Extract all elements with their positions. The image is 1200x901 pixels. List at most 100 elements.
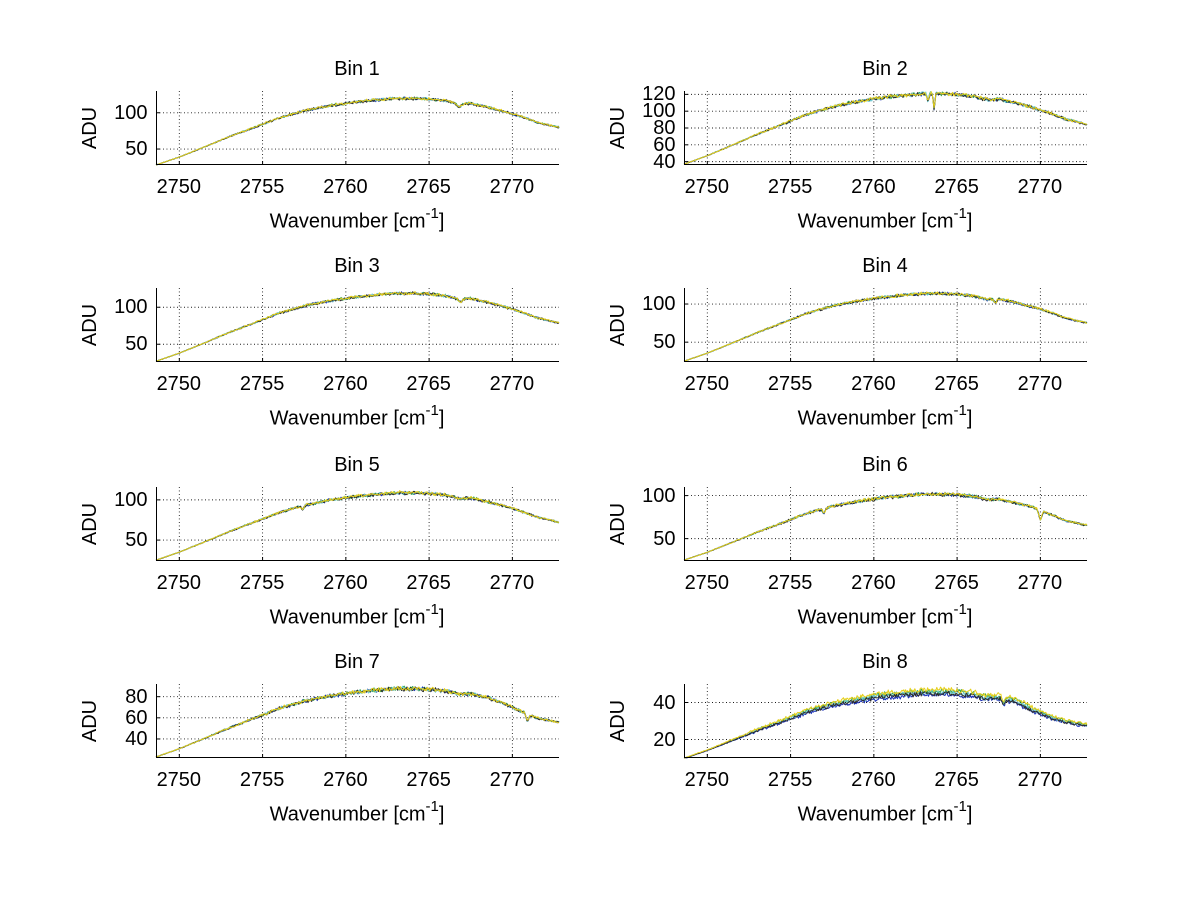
gridlines <box>155 288 559 362</box>
x-axis-label: Wavenumber [cm-1] <box>755 203 1015 235</box>
subplot-title: Bin 4 <box>862 255 908 277</box>
series-yellow-line <box>155 490 559 561</box>
x-axis-label-text: Wavenumber [cm <box>797 210 954 233</box>
y-tick-label: 40 <box>125 727 148 750</box>
series-yellow-line <box>155 96 559 166</box>
x-tick-label: 2760 <box>323 572 368 594</box>
series-blue-line <box>155 96 559 166</box>
series-blue-line <box>155 291 559 362</box>
subplot-title: Bin 3 <box>334 255 380 277</box>
gridlines <box>155 684 559 758</box>
series-lines <box>683 686 1087 759</box>
x-tick-label: 2765 <box>406 572 451 594</box>
x-axis-label-sup: -1 <box>953 601 967 618</box>
subplot-title: Bin 2 <box>862 58 908 80</box>
series-yellow-line <box>155 291 559 362</box>
y-tick-label: 50 <box>125 529 148 552</box>
y-tick-label: 100 <box>114 296 148 319</box>
series-blue-line <box>683 691 1087 759</box>
x-tick-label: 2755 <box>767 769 813 791</box>
x-tick-label: 2750 <box>156 373 202 395</box>
x-tick-label: 2770 <box>1017 769 1063 791</box>
plot-area <box>683 288 1087 362</box>
series-cyan-line <box>155 96 559 166</box>
y-axis-label: ADU <box>78 502 101 546</box>
x-tick-label: 2770 <box>1017 176 1063 198</box>
x-axis-label-sup: -1 <box>953 798 967 815</box>
x-tick-label: 2755 <box>767 373 813 395</box>
y-axis-label: ADU <box>606 303 629 347</box>
y-tick-label: 50 <box>653 331 676 354</box>
series-green-line <box>155 685 559 758</box>
plot-area <box>155 487 559 561</box>
x-axis-label: Wavenumber [cm-1] <box>227 400 487 432</box>
x-axis-label-close: ] <box>438 210 445 233</box>
x-tick-label: 2750 <box>684 373 730 395</box>
y-axis-label: ADU <box>78 303 101 347</box>
series-cyan-line <box>155 685 559 758</box>
x-tick-label: 2770 <box>1017 373 1063 395</box>
x-axis-label-close: ] <box>438 803 445 826</box>
series-yellow-line <box>683 492 1087 561</box>
x-axis-label-text: Wavenumber [cm <box>269 803 426 826</box>
series-blue-line <box>683 491 1087 561</box>
series-yellow-line <box>155 685 559 758</box>
gridlines <box>683 684 1087 758</box>
x-tick-label: 2765 <box>406 373 451 395</box>
y-tick-label: 60 <box>653 133 676 156</box>
axes <box>683 684 1087 758</box>
x-tick-label: 2750 <box>684 769 730 791</box>
x-axis-label-close: ] <box>438 407 445 430</box>
plot-area <box>683 487 1087 561</box>
y-tick-label: 120 <box>642 83 676 106</box>
x-tick-label: 2770 <box>1017 572 1063 594</box>
x-axis-label-text: Wavenumber [cm <box>797 803 954 826</box>
y-tick-label: 100 <box>114 101 148 124</box>
series-lines <box>155 291 559 362</box>
x-axis-label-sup: -1 <box>425 205 439 222</box>
series-cyan-line <box>155 491 559 561</box>
series-dark-line <box>683 92 1087 165</box>
series-cyan-line <box>683 689 1087 759</box>
axes <box>155 91 559 165</box>
y-tick-label: 100 <box>642 484 676 507</box>
x-axis-label-close: ] <box>966 606 973 629</box>
x-axis-label-sup: -1 <box>425 402 439 419</box>
series-dark-line <box>155 491 559 561</box>
plot-area <box>683 91 1087 165</box>
x-tick-label: 2765 <box>934 176 979 198</box>
x-tick-label: 2750 <box>156 769 202 791</box>
x-axis-label: Wavenumber [cm-1] <box>755 599 1015 631</box>
subplot-title: Bin 7 <box>334 651 380 673</box>
series-lines <box>683 491 1087 561</box>
x-axis-label-text: Wavenumber [cm <box>269 407 426 430</box>
x-tick-label: 2765 <box>934 769 979 791</box>
subplot-title: Bin 6 <box>862 454 908 476</box>
series-lines <box>155 96 559 166</box>
y-tick-label: 100 <box>642 100 676 123</box>
x-axis-label: Wavenumber [cm-1] <box>755 796 1015 828</box>
x-tick-label: 2765 <box>934 572 979 594</box>
x-axis-label: Wavenumber [cm-1] <box>227 599 487 631</box>
x-tick-label: 2755 <box>239 572 285 594</box>
x-tick-label: 2765 <box>406 769 451 791</box>
axes <box>155 487 559 561</box>
x-axis-label-text: Wavenumber [cm <box>797 407 954 430</box>
x-tick-label: 2765 <box>406 176 451 198</box>
subplot-title: Bin 1 <box>334 58 380 80</box>
x-tick-label: 2755 <box>239 373 285 395</box>
x-tick-label: 2770 <box>489 572 535 594</box>
x-tick-label: 2760 <box>323 769 368 791</box>
x-tick-label: 2760 <box>323 373 368 395</box>
axes <box>683 91 1087 165</box>
series-cyan-line <box>683 91 1087 165</box>
x-tick-label: 2760 <box>323 176 368 198</box>
plot-area <box>155 684 559 758</box>
y-tick-label: 50 <box>653 527 676 550</box>
x-axis-label-close: ] <box>438 606 445 629</box>
x-axis-label: Wavenumber [cm-1] <box>227 796 487 828</box>
series-lines <box>155 685 559 758</box>
x-axis-label-text: Wavenumber [cm <box>269 606 426 629</box>
gridlines <box>683 91 1087 165</box>
y-tick-label: 40 <box>653 150 676 173</box>
